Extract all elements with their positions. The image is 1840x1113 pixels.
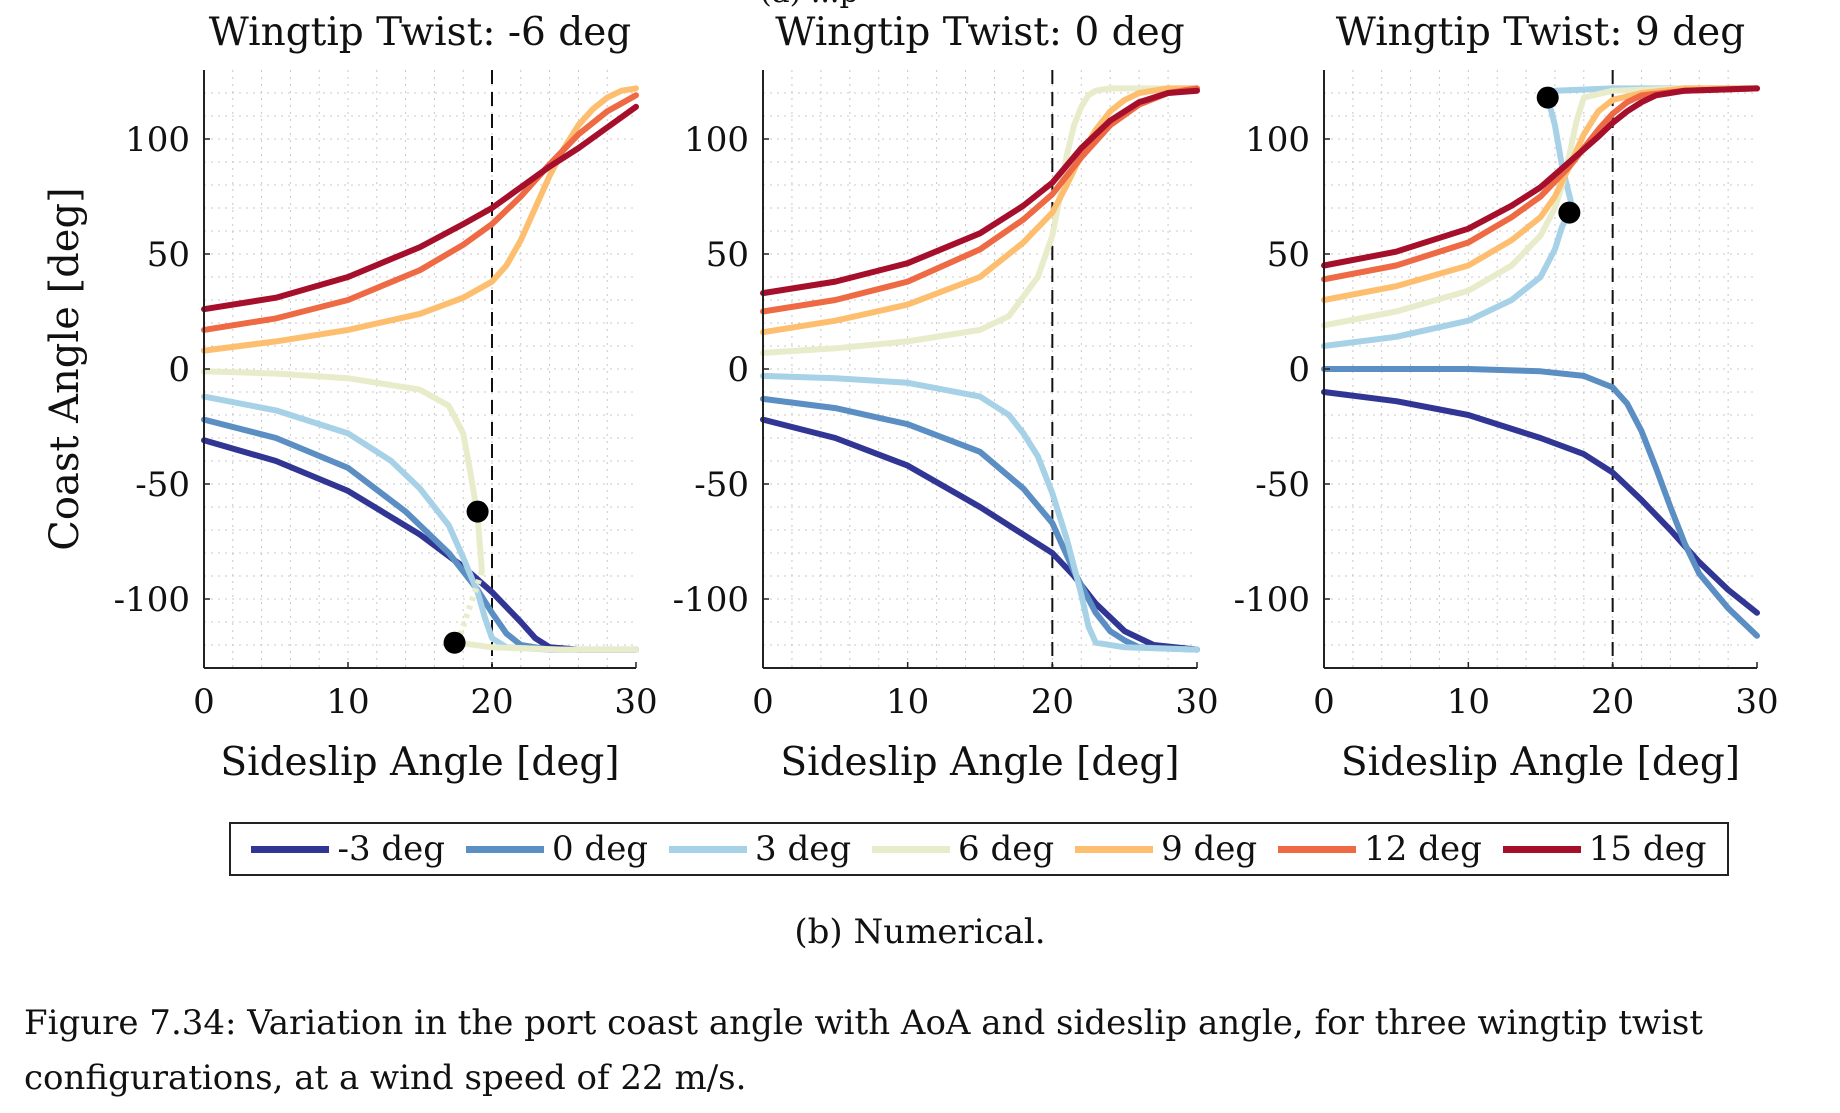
series-line (1321, 389, 1760, 616)
series-line (760, 395, 1200, 653)
x-tick-label: 10 (886, 682, 929, 722)
subcaption: (b) Numerical. (794, 912, 1046, 952)
x-tick-label: 30 (614, 682, 657, 722)
legend-label: 12 deg (1364, 829, 1482, 869)
legend-swatch (1502, 845, 1581, 853)
series-line (454, 639, 639, 653)
x-axis-label: Sideslip Angle [deg] (220, 740, 619, 785)
legend-label: 3 deg (755, 829, 852, 869)
bifurcation-marker (466, 500, 489, 523)
y-tick-label: -50 (135, 465, 190, 505)
legend-swatch (1278, 845, 1357, 853)
x-tick-label: 0 (752, 682, 774, 722)
upper-subcaption-fragment: (a) ...p (760, 0, 859, 10)
series-line (1321, 209, 1573, 349)
series-line (760, 85, 1200, 356)
legend-item: 0 deg (465, 829, 649, 869)
x-tick-label: 10 (1447, 682, 1490, 722)
legend-label: 15 deg (1588, 829, 1707, 869)
y-tick-label: -100 (114, 580, 190, 620)
legend: -3 deg 0 deg 3 deg 6 deg 9 deg 12 deg 15… (229, 822, 1729, 876)
series-line (760, 372, 1200, 653)
bifurcation-marker (1558, 201, 1581, 224)
bifurcation-marker (443, 631, 466, 654)
y-tick-label: 100 (684, 120, 749, 160)
y-tick-label: 0 (727, 350, 749, 390)
x-tick-label: 20 (1591, 682, 1634, 722)
series-line (201, 437, 639, 653)
panel-title: Wingtip Twist: 0 deg (775, 10, 1184, 55)
legend-swatch (669, 845, 748, 853)
x-tick-label: 0 (1313, 682, 1335, 722)
legend-swatch (872, 845, 951, 853)
legend-swatch (251, 845, 330, 853)
x-axis-label: Sideslip Angle [deg] (780, 740, 1179, 785)
series-line (1321, 85, 1760, 269)
series-line-dashed (454, 570, 485, 644)
legend-label: 6 deg (958, 829, 1055, 869)
caption-line: configurations, at a wind speed of 22 m/… (24, 1058, 747, 1098)
x-tick-label: 10 (326, 682, 369, 722)
series-line (201, 92, 639, 333)
x-tick-label: 0 (193, 682, 215, 722)
legend-swatch (465, 845, 544, 853)
x-tick-label: 20 (470, 682, 513, 722)
y-tick-label: -50 (1255, 465, 1310, 505)
series-line (201, 85, 639, 354)
series-line (760, 416, 1200, 653)
series-line (201, 103, 639, 313)
y-tick-label: 50 (147, 235, 190, 275)
legend-label: 0 deg (551, 829, 649, 869)
panel-title: Wingtip Twist: 9 deg (1336, 10, 1745, 55)
legend-item: 12 deg (1278, 829, 1482, 869)
y-tick-label: 0 (168, 350, 190, 390)
bifurcation-marker (1536, 86, 1559, 109)
x-tick-label: 30 (1735, 682, 1778, 722)
y-tick-label: -100 (1234, 580, 1310, 620)
series-line (1321, 366, 1760, 639)
legend-item: 15 deg (1502, 829, 1707, 869)
y-tick-label: 50 (706, 235, 749, 275)
y-tick-label: 50 (1267, 235, 1310, 275)
y-tick-label: 100 (125, 120, 190, 160)
x-tick-label: 20 (1031, 682, 1074, 722)
x-axis-label: Sideslip Angle [deg] (1341, 740, 1740, 785)
legend-item: 6 deg (872, 829, 1054, 869)
y-axis-label: Coast Angle [deg] (42, 187, 88, 550)
y-tick-label: 0 (1288, 350, 1310, 390)
panel-title: Wingtip Twist: -6 deg (209, 10, 632, 55)
legend-item: -3 deg (251, 829, 445, 869)
y-tick-label: -100 (673, 580, 749, 620)
caption-line: Figure 7.34: Variation in the port coast… (24, 1003, 1704, 1043)
x-tick-label: 30 (1175, 682, 1218, 722)
y-tick-label: -50 (694, 465, 749, 505)
legend-label: 9 deg (1161, 829, 1258, 869)
series-line (760, 87, 1200, 297)
series-line (760, 85, 1200, 336)
y-tick-label: 100 (1245, 120, 1310, 160)
legend-swatch (1075, 845, 1154, 853)
legend-label: -3 deg (337, 829, 446, 869)
legend-item: 9 deg (1075, 829, 1257, 869)
legend-item: 3 deg (669, 829, 851, 869)
figure-caption: Figure 7.34: Variation in the port coast… (24, 996, 1824, 1106)
